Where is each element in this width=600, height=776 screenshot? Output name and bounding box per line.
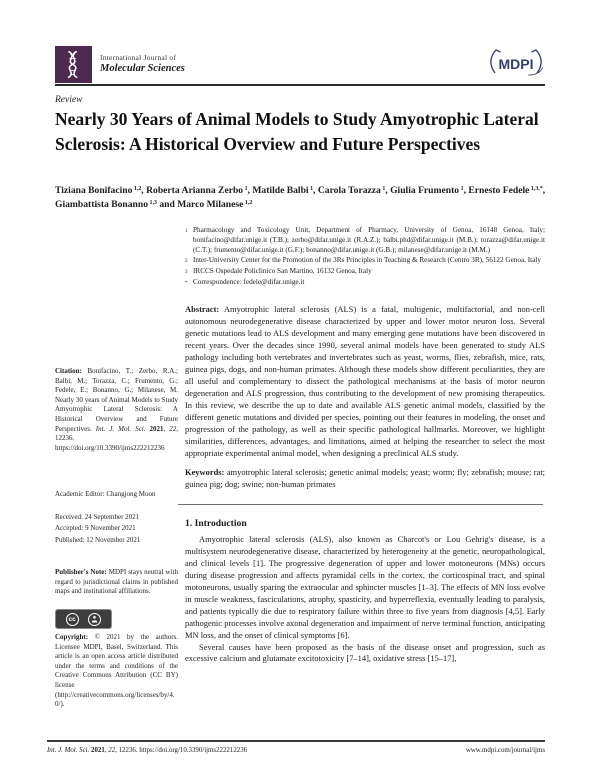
copyright-text: © 2021 by the authors. Licensee MDPI, Ba… <box>55 633 178 709</box>
main-column: 1 Pharmacology and Toxicology Unit, Depar… <box>178 226 545 665</box>
author-separator: , <box>247 185 253 196</box>
section-heading: 1. Introduction <box>185 517 247 529</box>
history-dates: Received: 24 September 2021 Accepted: 9 … <box>55 512 178 546</box>
author-list: Tiziana Bonifacino 1,2, Roberta Arianna … <box>55 184 549 211</box>
author-name: Giambattista Bonanno <box>55 198 149 210</box>
publisher-note-label: Publisher's Note: <box>55 568 107 576</box>
affiliation-item: * Correspondence: fedele@difar.unige.it <box>185 278 545 289</box>
abstract-label: Abstract: <box>185 304 220 315</box>
affiliation-item: 1 Pharmacology and Toxicology Unit, Depar… <box>185 226 545 256</box>
journal-name-line1: International Journal of <box>100 53 177 62</box>
citation-volume: 22 <box>169 424 177 433</box>
cc-icon: cc <box>65 612 79 626</box>
citation-sep: , <box>163 424 170 433</box>
author-name: Tiziana Bonifacino <box>55 185 133 196</box>
footer-citation: Int. J. Mol. Sci. 2021, 22, 12236. https… <box>47 747 247 754</box>
author-name: Carola Torazza <box>317 185 381 196</box>
article-type-label: Review <box>55 95 83 105</box>
affiliation-text: Correspondence: fedele@difar.unige.it <box>193 277 305 286</box>
publisher-note: Publisher's Note: MDPI stays neutral wit… <box>55 568 178 597</box>
mdpi-wordmark: MDPI <box>499 56 534 72</box>
received-date: Received: 24 September 2021 <box>55 513 140 521</box>
footer: Int. J. Mol. Sci. 2021, 22, 12236. https… <box>47 747 545 754</box>
footer-volume: 22 <box>108 747 116 754</box>
citation-text: Bonifacino, T.; Zerbo, R.A.; Balbi, M.; … <box>55 367 179 433</box>
keywords: Keywords: amyotrophic lateral sclerosis;… <box>185 467 545 491</box>
copyright-block: Copyright: © 2021 by the authors. Licens… <box>55 633 178 710</box>
citation-block: Citation: Bonifacino, T.; Zerbo, R.A.; B… <box>55 367 178 453</box>
keywords-label: Keywords: <box>185 466 225 477</box>
footer-year: 2021 <box>91 747 105 754</box>
author-name: Matilde Balbi <box>252 185 309 196</box>
citation-label: Citation: <box>55 367 82 375</box>
author-separator: , <box>542 185 546 196</box>
affiliation-text: IRCCS Ospedale Policlinico San Martino, … <box>193 266 372 275</box>
author-affiliation-sup: 1,2 <box>132 186 142 193</box>
cc-by-person-icon <box>88 612 102 626</box>
body-paragraph: Amyotrophic lateral sclerosis (ALS), als… <box>185 533 545 640</box>
footer-divider <box>47 740 545 742</box>
author-affiliation-sup: 1,3 <box>148 199 157 206</box>
author-affiliation-sup: 1,2 <box>243 199 253 206</box>
author-name: Ernesto Fedele <box>468 185 530 196</box>
author-affiliation-sup: 1 <box>459 186 464 193</box>
affiliation-item: 2 Inter-University Center for the Promoti… <box>185 256 545 267</box>
author-name: Marco Milanese <box>177 198 244 210</box>
header-divider <box>55 84 545 86</box>
author-affiliation-sup: 1 <box>380 186 386 193</box>
citation-doi: , 12236. https://doi.org/10.3390/ijms222… <box>55 424 179 452</box>
author-separator: , <box>385 185 391 196</box>
author-affiliation-sup: 1 <box>243 186 248 193</box>
cc-by-license-badge: cc <box>55 609 112 629</box>
body-paragraph: Several causes have been proposed as the… <box>185 641 545 664</box>
affiliation-marker: 3 <box>185 269 188 275</box>
accepted-date: Accepted: 9 November 2021 <box>55 524 136 533</box>
footer-journal: Int. J. Mol. Sci. <box>47 747 90 754</box>
copyright-label: Copyright: <box>55 633 89 641</box>
abstract-text: Amyotrophic lateral sclerosis (ALS) is a… <box>185 304 545 458</box>
journal-logo: International Journal of Molecular Scien… <box>55 46 185 83</box>
affiliation-list: 1 Pharmacology and Toxicology Unit, Depar… <box>185 226 545 288</box>
citation-year: 2021 <box>149 424 164 433</box>
author-affiliation-sup: 1 <box>308 186 314 193</box>
abstract: Abstract: Amyotrophic lateral sclerosis … <box>185 304 545 459</box>
affiliation-marker: 2 <box>185 258 188 264</box>
mdpi-logo-icon: MDPI <box>487 46 545 83</box>
author-affiliation-sup: 1,3,* <box>529 186 543 193</box>
keywords-divider <box>178 503 543 505</box>
published-date: Published: 12 November 2021 <box>55 535 141 544</box>
author-separator: and <box>156 198 178 210</box>
affiliation-item: 3 IRCCS Ospedale Policlinico San Martino,… <box>185 267 545 278</box>
affiliation-marker: 1 <box>185 229 188 234</box>
journal-name: International Journal of Molecular Scien… <box>100 46 185 83</box>
author-name: Giulia Frumento <box>390 185 460 196</box>
cc-letters: cc <box>68 615 76 623</box>
article-title: Nearly 30 Years of Animal Models to Stud… <box>55 109 539 154</box>
footer-journal-url: www.mdpi.com/journal/ijms <box>465 747 545 754</box>
footer-sep: , <box>104 747 109 754</box>
introduction-paragraphs: Amyotrophic lateral sclerosis (ALS), als… <box>185 534 545 665</box>
footer-doi: , 12236. https://doi.org/10.3390/ijms222… <box>115 747 248 754</box>
publisher-note-text: MDPI stays neutral with regard to jurisd… <box>55 568 178 596</box>
affiliation-marker: * <box>185 280 188 286</box>
author-separator: , <box>313 185 318 196</box>
citation-journal: Int. J. Mol. Sci. <box>95 424 146 433</box>
affiliation-text: Pharmacology and Toxicology Unit, Depart… <box>193 226 545 254</box>
journal-name-line2: Molecular Sciences <box>100 63 185 74</box>
author-separator: , <box>141 185 147 196</box>
header: International Journal of Molecular Scien… <box>55 46 545 83</box>
keywords-text: amyotrophic lateral sclerosis; genetic a… <box>185 466 546 489</box>
author-separator: , <box>463 185 469 196</box>
author-name: Roberta Arianna Zerbo <box>146 185 244 196</box>
affiliation-text: Inter-University Center for the Promotio… <box>193 255 541 264</box>
academic-editor: Academic Editor: Changjong Moon <box>55 490 156 498</box>
dna-helix-icon <box>55 46 92 83</box>
